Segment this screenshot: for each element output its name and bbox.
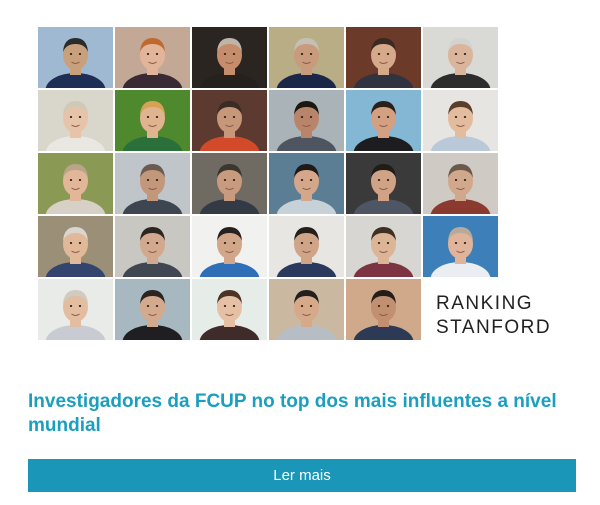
- researcher-photo: [346, 279, 421, 340]
- researcher-photo: [192, 27, 267, 88]
- researcher-photo: [423, 216, 498, 277]
- researcher-photo: [423, 27, 498, 88]
- researcher-photo: [115, 90, 190, 151]
- researcher-photo: [346, 153, 421, 214]
- ranking-line-1: RANKING: [436, 293, 534, 314]
- researcher-photo: [38, 27, 113, 88]
- researchers-mosaic: [38, 27, 500, 340]
- researcher-photo: [115, 27, 190, 88]
- researcher-photo: [38, 153, 113, 214]
- researcher-photo: [192, 216, 267, 277]
- researcher-photo: [192, 90, 267, 151]
- researcher-photo: [423, 90, 498, 151]
- researcher-photo: [269, 153, 344, 214]
- researcher-photo: [346, 216, 421, 277]
- researcher-photo: [38, 90, 113, 151]
- researcher-photo: [192, 153, 267, 214]
- researcher-photo: [269, 216, 344, 277]
- researcher-photo: [38, 216, 113, 277]
- researcher-photo: [269, 27, 344, 88]
- ranking-line-2: STANFORD: [436, 317, 552, 338]
- article-title[interactable]: Investigadores da FCUP no top dos mais i…: [28, 391, 557, 436]
- researcher-photo: [115, 279, 190, 340]
- researcher-photo: [115, 216, 190, 277]
- ranking-stanford-label: RANKING STANFORD: [436, 292, 551, 340]
- researcher-photo: [423, 153, 498, 214]
- researcher-photo: [38, 279, 113, 340]
- researcher-photo: [269, 90, 344, 151]
- researcher-photo: [269, 279, 344, 340]
- researcher-photo: [346, 90, 421, 151]
- researcher-photo: [115, 153, 190, 214]
- researcher-photo: [346, 27, 421, 88]
- researcher-photo: [192, 279, 267, 340]
- read-more-button[interactable]: Ler mais: [28, 459, 576, 492]
